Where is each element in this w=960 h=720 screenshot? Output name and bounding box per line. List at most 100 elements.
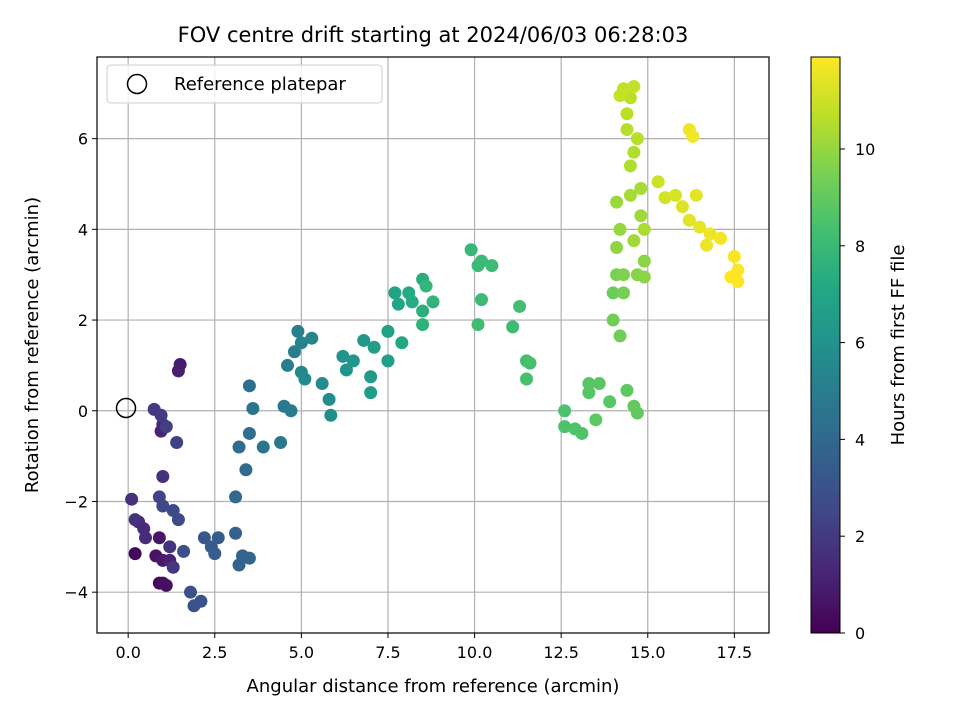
data-point [416,318,430,332]
data-point [281,358,295,372]
colorbar-tick-label: 4 [855,430,865,449]
data-point [668,188,682,202]
data-point [513,299,527,313]
plot-frame [96,56,770,634]
colorbar-ticks: 0 2 4 6 8 10 [840,140,875,643]
y-tick-label: 6 [78,130,88,149]
data-point [256,440,270,454]
data-point [630,406,644,420]
legend-label: Reference platepar [174,74,346,95]
data-point [322,392,336,406]
data-point [357,333,371,347]
data-point [610,195,624,209]
data-point [232,440,246,454]
data-point [634,182,648,196]
data-point [620,107,634,121]
y-tick-label: 2 [78,311,88,330]
data-point [159,420,173,434]
data-point [336,349,350,363]
data-point [610,240,624,254]
data-point [603,395,617,409]
colorbar-tick-label: 8 [855,237,865,256]
data-point [724,270,738,284]
data-point [315,377,329,391]
data-point [464,243,478,257]
data-point [623,159,637,173]
data-point [416,304,430,318]
y-tick-label: 4 [78,220,88,239]
data-point [582,386,596,400]
data-point [197,531,211,545]
data-point [426,295,440,309]
data-point [523,356,537,370]
data-point [156,499,170,513]
scatter-points [125,79,745,613]
data-point [125,492,139,506]
data-point [623,188,637,202]
data-point [592,377,606,391]
legend-marker [126,73,148,95]
data-point [156,470,170,484]
y-tick-label: −4 [64,583,88,602]
colorbar-tick-label: 0 [855,624,865,643]
data-point [246,401,260,415]
reference-marker [115,397,137,419]
data-point [637,222,651,236]
x-tick-label: 17.5 [717,643,753,662]
data-point [727,250,741,264]
legend-box [106,64,383,104]
x-axis-ticks: 0.0 2.5 5.0 7.5 10.0 12.5 15.0 17.5 [115,633,752,662]
data-point [184,585,198,599]
data-point [364,386,378,400]
data-point [627,145,641,159]
data-point [208,547,222,561]
data-point [242,426,256,440]
data-point [364,370,378,384]
data-point [291,324,305,338]
data-point [474,254,488,268]
colorbar [810,56,841,634]
data-point [242,551,256,565]
data-point [324,408,338,422]
data-point [558,404,572,418]
data-point [405,295,419,309]
data-point [651,175,665,189]
data-point [637,270,651,284]
data-point [703,227,717,241]
data-point [693,220,707,234]
data-point [613,222,627,236]
data-point [623,91,637,105]
data-point [606,313,620,327]
x-tick-label: 15.0 [630,643,666,662]
data-point [381,324,395,338]
data-point [620,383,634,397]
data-point [163,540,177,554]
data-point [274,436,288,450]
chart-title: FOV centre drift starting at 2024/06/03 … [178,23,689,47]
data-point [689,188,703,202]
data-point [388,286,402,300]
data-point [675,200,689,214]
colorbar-tick-label: 2 [855,527,865,546]
colorbar-tick-label: 6 [855,334,865,353]
data-point [558,420,572,434]
x-axis-label: Angular distance from reference (arcmin) [247,676,620,697]
data-point [485,259,499,273]
data-point [171,513,185,527]
data-point [229,526,243,540]
x-tick-label: 7.5 [375,643,400,662]
y-axis-ticks: −4 −2 0 2 4 6 [64,130,97,602]
y-tick-label: 0 [78,402,88,421]
data-point [294,336,308,350]
x-tick-label: 10.0 [457,643,493,662]
x-tick-label: 12.5 [543,643,579,662]
data-point [211,531,225,545]
data-point [138,531,152,545]
data-point [634,209,648,223]
data-point [627,79,641,93]
data-point [627,234,641,248]
grid-lines [97,57,769,633]
data-point [391,297,405,311]
data-point [686,129,700,143]
data-point [506,320,520,334]
